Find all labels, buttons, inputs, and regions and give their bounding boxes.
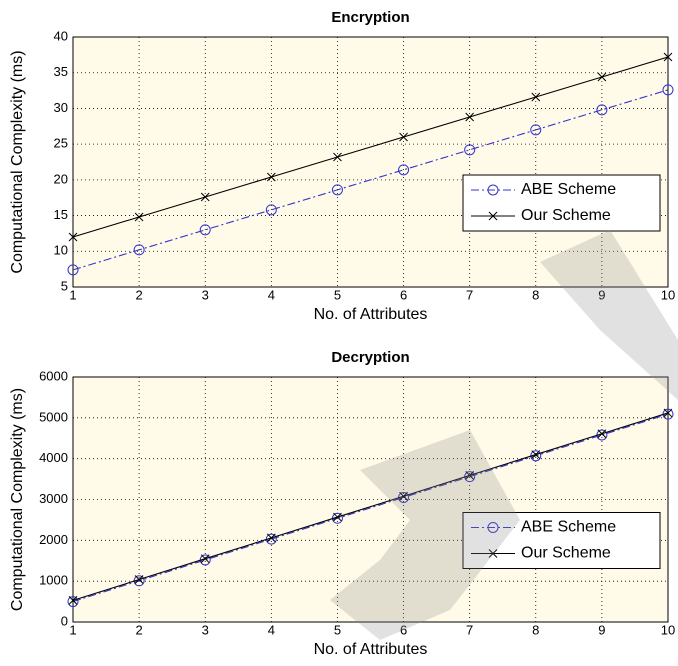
y-tick-label: 3000 xyxy=(39,491,68,506)
marker xyxy=(399,132,408,142)
legend-label: Our Scheme xyxy=(521,207,611,224)
y-tick-label: 4000 xyxy=(39,450,68,465)
x-tick-label: 5 xyxy=(334,287,341,302)
x-axis-label: No. of Attributes xyxy=(314,306,428,323)
x-tick-label: 2 xyxy=(135,622,142,637)
legend xyxy=(462,512,661,569)
marker xyxy=(265,204,277,216)
marker xyxy=(488,549,498,558)
marker xyxy=(133,244,145,256)
y-tick-label: 10 xyxy=(54,243,68,258)
x-tick-label: 3 xyxy=(202,287,209,302)
y-tick-label: 40 xyxy=(54,28,68,43)
marker xyxy=(134,212,144,222)
y-tick-label: 20 xyxy=(54,171,68,186)
marker xyxy=(531,92,541,102)
legend-label: Our Scheme xyxy=(521,545,611,562)
x-tick-label: 4 xyxy=(268,287,275,302)
y-tick-label: 15 xyxy=(54,207,68,222)
x-tick-label: 8 xyxy=(532,287,539,302)
marker xyxy=(464,144,476,156)
x-tick-label: 7 xyxy=(466,287,473,302)
y-axis-label: Computational Complexity (ms) xyxy=(9,388,26,611)
line xyxy=(72,56,669,238)
marker xyxy=(663,52,673,62)
marker xyxy=(68,596,78,605)
marker xyxy=(331,184,343,196)
x-tick-label: 7 xyxy=(466,622,473,637)
line xyxy=(72,412,669,601)
marker xyxy=(487,522,499,533)
plot-area xyxy=(72,36,669,288)
marker xyxy=(134,575,144,584)
y-tick-label: 25 xyxy=(54,136,68,151)
y-tick-label: 35 xyxy=(54,64,68,79)
marker xyxy=(200,554,210,564)
x-axis-label: No. of Attributes xyxy=(314,641,428,658)
marker xyxy=(200,192,210,202)
marker xyxy=(663,408,673,418)
marker xyxy=(333,152,342,162)
y-tick-label: 30 xyxy=(54,100,68,115)
marker xyxy=(487,184,499,196)
y-tick-label: 2000 xyxy=(39,532,68,547)
y-tick-label: 1000 xyxy=(39,573,68,588)
y-tick-label: 6000 xyxy=(39,368,68,383)
marker xyxy=(465,112,475,122)
chart-title: Encryption xyxy=(331,9,409,26)
marker xyxy=(531,450,541,459)
plot-area xyxy=(72,376,669,623)
x-tick-label: 6 xyxy=(400,287,407,302)
marker xyxy=(68,232,78,242)
x-tick-label: 10 xyxy=(661,622,675,637)
marker xyxy=(465,471,475,480)
x-tick-label: 3 xyxy=(202,622,209,637)
marker xyxy=(266,533,276,543)
marker xyxy=(597,72,607,82)
line xyxy=(72,89,669,271)
watermark xyxy=(330,230,678,640)
marker xyxy=(530,124,542,136)
marker xyxy=(333,512,342,522)
marker xyxy=(67,596,79,608)
y-tick-label: 5000 xyxy=(39,409,68,424)
y-axis-label: Computational Complexity (ms) xyxy=(9,50,26,273)
marker xyxy=(662,84,674,96)
x-tick-label: 1 xyxy=(69,622,76,637)
marker xyxy=(597,429,607,439)
x-tick-label: 4 xyxy=(268,622,275,637)
x-tick-label: 2 xyxy=(135,287,142,302)
marker xyxy=(266,172,276,182)
marker xyxy=(399,491,408,501)
marker xyxy=(596,104,608,116)
x-tick-label: 1 xyxy=(69,287,76,302)
x-tick-label: 9 xyxy=(598,622,605,637)
marker xyxy=(67,264,79,276)
line xyxy=(72,413,669,603)
x-tick-label: 6 xyxy=(400,622,407,637)
chart-title: Decryption xyxy=(331,349,409,366)
plots: Encryption No. of Attributes Computational… xyxy=(9,9,675,658)
marker xyxy=(488,211,498,221)
legend-label: ABE Scheme xyxy=(521,181,616,198)
legend-label: ABE Scheme xyxy=(521,519,616,536)
marker xyxy=(398,164,410,176)
legend xyxy=(462,174,661,232)
marker xyxy=(199,224,211,236)
y-tick-label: 5 xyxy=(61,278,68,293)
x-tick-label: 5 xyxy=(334,622,341,637)
x-tick-label: 10 xyxy=(661,287,675,302)
x-tick-label: 9 xyxy=(598,287,605,302)
y-tick-label: 0 xyxy=(61,613,68,628)
x-tick-label: 8 xyxy=(532,622,539,637)
